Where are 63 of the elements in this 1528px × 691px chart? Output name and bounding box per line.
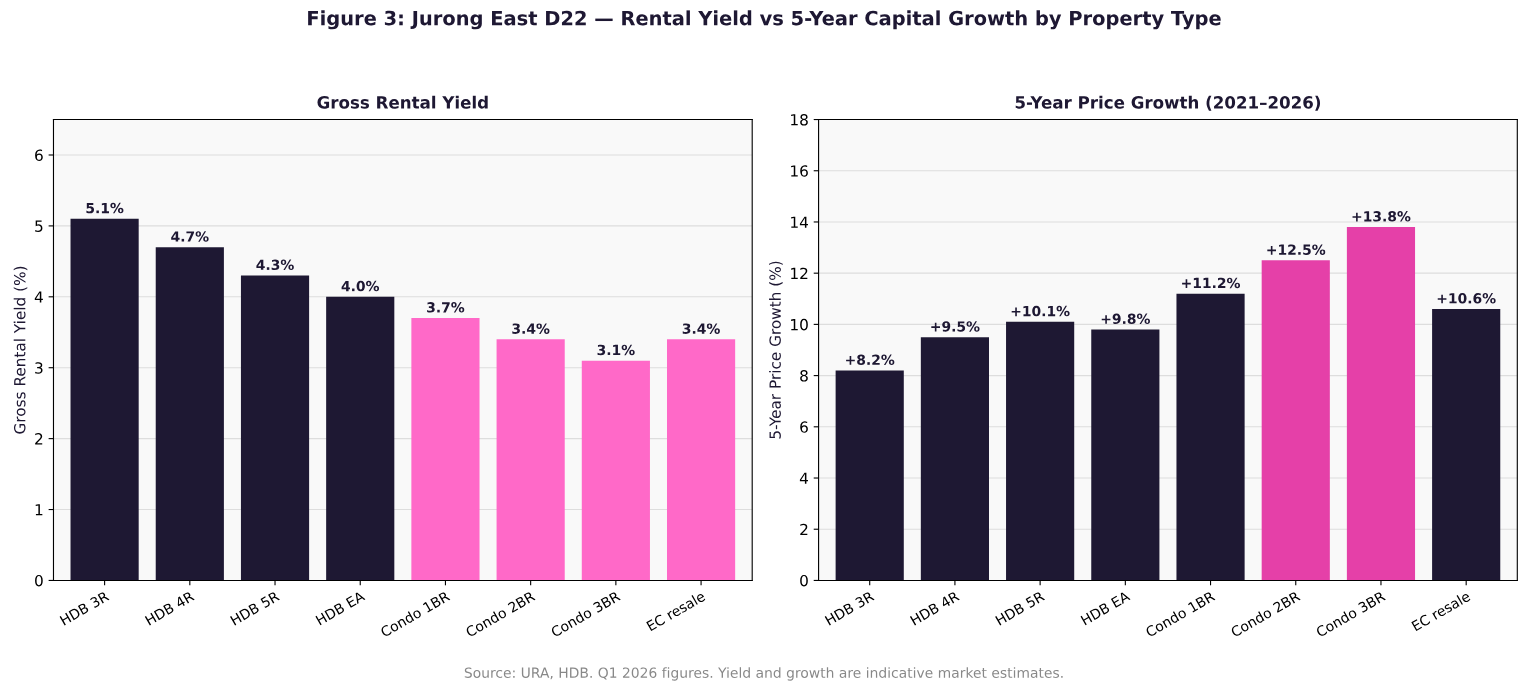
- data-label: +9.8%: [1101, 313, 1150, 325]
- x-tick-label: HDB EA: [315, 590, 366, 626]
- bar: [1006, 321, 1075, 581]
- bar: [581, 360, 650, 581]
- x-tick-label: HDB 5R: [230, 590, 281, 626]
- bar: [70, 218, 139, 581]
- x-tick-label: HDB 4R: [144, 590, 195, 626]
- y-axis-title: Gross Rental Yield (%): [13, 266, 28, 434]
- caption: Figure 3: Jurong East D22 — Rental Yield vs 5-Year Capital Growth by Property Type: [308, 10, 1221, 30]
- data-label: 4.0%: [341, 280, 380, 292]
- y-tick-label: 5: [35, 220, 43, 232]
- data-label: 4.7%: [171, 231, 209, 242]
- y-tick-label: 14: [791, 216, 808, 228]
- y-tick-label: 0: [35, 574, 43, 587]
- bar: [240, 275, 310, 581]
- bar: [155, 247, 224, 581]
- x-tick-label: HDB 5R: [995, 590, 1046, 626]
- bar: [666, 339, 736, 581]
- bar: [1176, 293, 1245, 581]
- y-tick-label: 6: [35, 149, 43, 162]
- x-tick-label: HDB 3R: [824, 590, 875, 626]
- y-tick-label: 18: [791, 114, 808, 126]
- source-note: Source: URA, HDB. Q1 2026 figures. Yield and growth are indicative market estimates.: [464, 667, 1063, 681]
- data-label: +10.1%: [1011, 305, 1070, 317]
- data-label: +9.5%: [931, 321, 980, 332]
- x-tick-label: HDB EA: [1080, 590, 1131, 626]
- y-tick-label: 0: [800, 574, 808, 587]
- data-label: 3.1%: [597, 344, 635, 356]
- data-label: +11.2%: [1182, 277, 1241, 289]
- bar: [411, 318, 480, 581]
- bar: [496, 339, 565, 581]
- x-tick-label: HDB 3R: [59, 590, 110, 626]
- y-axis-title: 5-Year Price Growth (%): [769, 261, 783, 439]
- y-tick-label: 4: [34, 291, 43, 303]
- y-tick-label: 4: [799, 472, 808, 484]
- bar: [835, 370, 904, 581]
- data-label: 3.4%: [512, 323, 550, 334]
- bar: [920, 337, 989, 581]
- chart-title: 5-Year Price Growth (2021–2026): [1015, 95, 1321, 111]
- data-label: 4.3%: [256, 259, 294, 271]
- y-tick-label: 2: [35, 433, 43, 445]
- y-tick-label: 12: [791, 267, 808, 279]
- data-label: +8.2%: [846, 354, 895, 366]
- y-tick-label: 10: [791, 318, 808, 331]
- y-tick-label: 2: [800, 523, 808, 536]
- x-tick-label: HDB 4R: [909, 590, 960, 626]
- y-tick-label: 1: [35, 504, 43, 516]
- bar: [1261, 260, 1330, 581]
- y-tick-label: 8: [800, 370, 808, 382]
- data-label: +13.8%: [1352, 211, 1411, 222]
- bar: [326, 296, 395, 581]
- data-label: 3.7%: [427, 302, 465, 313]
- data-label: 3.4%: [682, 323, 720, 334]
- y-tick-label: 16: [791, 165, 808, 177]
- bar: [1091, 329, 1160, 581]
- y-tick-label: 6: [800, 421, 808, 433]
- bar: [1346, 227, 1416, 581]
- y-tick-label: 3: [35, 362, 43, 374]
- data-label: 5.1%: [86, 202, 124, 214]
- data-label: +12.5%: [1267, 244, 1326, 255]
- bar: [1432, 309, 1501, 581]
- data-label: +10.6%: [1437, 293, 1496, 304]
- chart-title: Gross Rental Yield: [317, 95, 488, 109]
